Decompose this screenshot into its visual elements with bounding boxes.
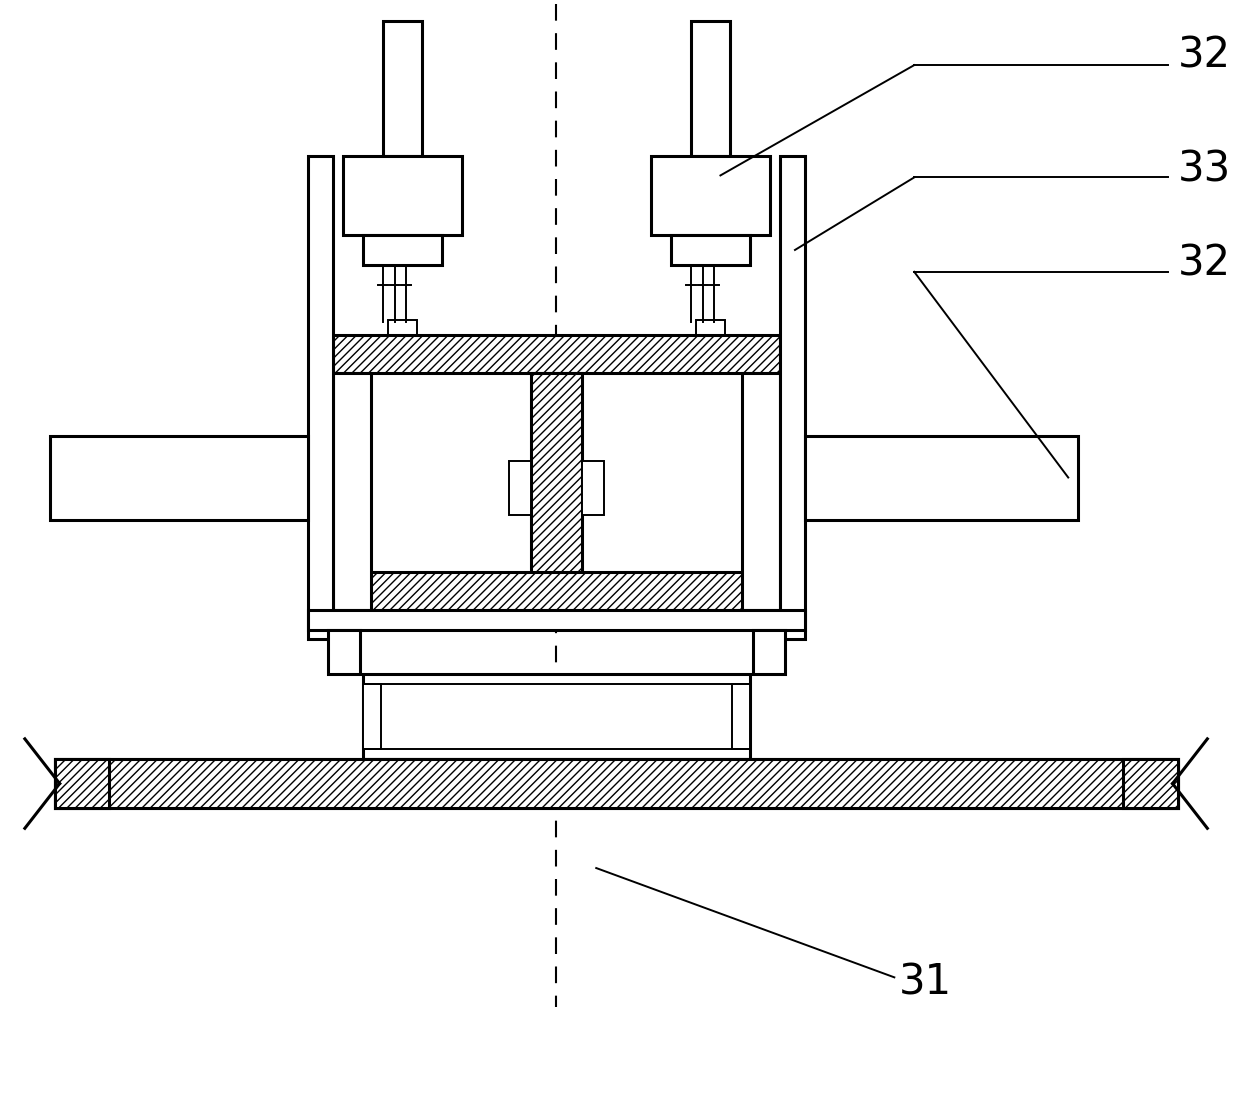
Bar [308,155,332,640]
Bar [508,460,531,515]
Bar [1123,758,1178,809]
Bar [332,335,780,373]
Bar [753,630,785,675]
Bar [733,685,750,748]
Bar [308,610,805,630]
Bar [332,572,780,610]
Bar [55,758,1178,809]
Bar [531,373,583,590]
Bar [342,155,463,235]
Text: 33: 33 [1178,149,1231,191]
Bar [363,685,381,748]
Bar [50,436,308,521]
Bar [383,21,423,155]
Bar [696,319,725,335]
Bar [327,630,360,675]
Bar [388,319,418,335]
Bar [55,758,1178,809]
Bar [583,460,604,515]
Bar [332,373,371,610]
Bar [805,436,1078,521]
Text: 32: 32 [1178,35,1230,76]
Bar [743,373,780,610]
Bar [780,155,805,640]
Bar [651,155,770,235]
Bar [671,235,750,265]
Bar [363,675,750,758]
Text: 31: 31 [899,962,952,1003]
Bar [55,758,109,809]
Bar [691,21,730,155]
Text: 32: 32 [1178,242,1230,285]
Bar [363,235,443,265]
